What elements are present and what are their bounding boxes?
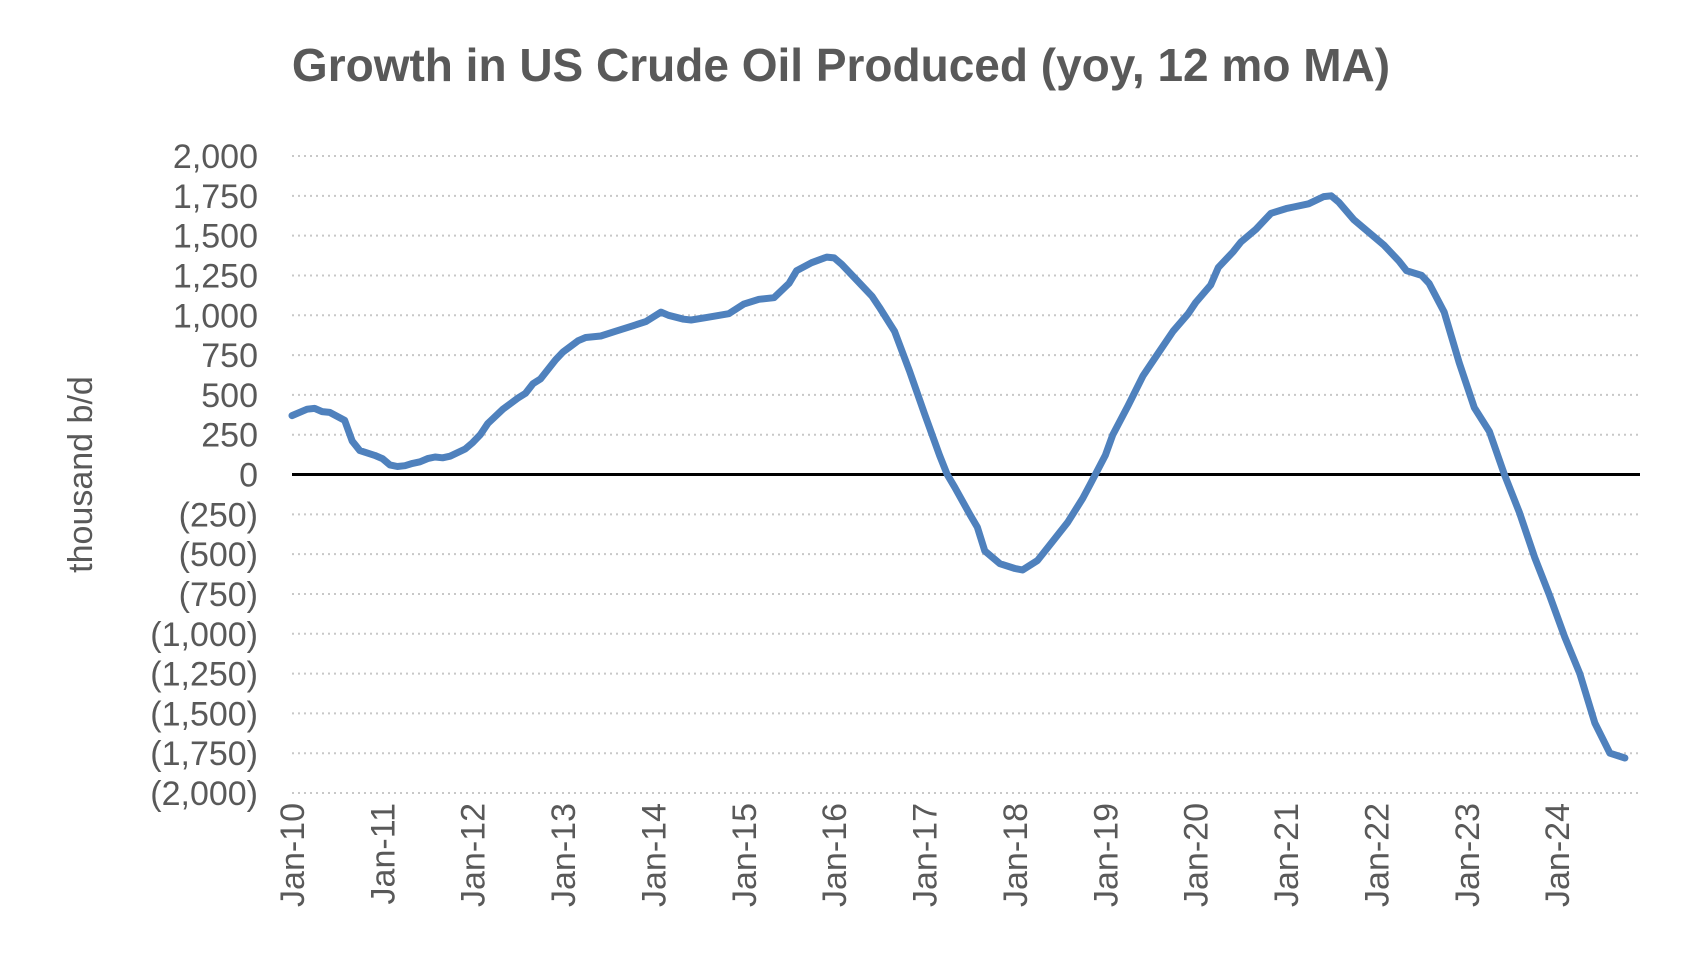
y-tick-label: (250)	[179, 496, 258, 534]
x-tick-label: Jan-10	[274, 803, 312, 907]
y-tick-label: 1,000	[173, 297, 258, 335]
y-tick-label: 1,500	[173, 218, 258, 256]
x-tick-label: Jan-23	[1449, 803, 1487, 907]
y-tick-label: (1,500)	[150, 695, 258, 733]
x-tick-label: Jan-15	[726, 803, 764, 907]
x-tick-label: Jan-20	[1178, 803, 1216, 907]
y-tick-label: 500	[201, 377, 258, 415]
x-tick-label: Jan-12	[455, 803, 493, 907]
x-tick-label: Jan-13	[545, 803, 583, 907]
y-axis-title: thousand b/d	[62, 376, 100, 573]
x-tick-label: Jan-17	[907, 803, 945, 907]
x-axis-tick-labels: Jan-10 Jan-11 Jan-12 Jan-13 Jan-14 Jan-15 Jan-…	[274, 803, 1577, 907]
y-tick-label: (750)	[179, 576, 258, 614]
y-tick-label: 250	[201, 417, 258, 455]
x-tick-label: Jan-16	[816, 803, 854, 907]
x-tick-label: Jan-21	[1268, 803, 1306, 907]
x-tick-label: Jan-18	[997, 803, 1035, 907]
x-tick-label: Jan-14	[635, 803, 673, 907]
x-tick-label: Jan-19	[1087, 803, 1125, 907]
x-tick-label: Jan-11	[364, 803, 402, 904]
chart-title: Growth in US Crude Oil Produced (yoy, 12…	[291, 39, 1391, 91]
y-tick-label: (500)	[179, 536, 258, 574]
y-tick-label: (1,000)	[150, 616, 258, 654]
y-tick-label: (1,250)	[150, 656, 258, 694]
y-tick-label: 2,000	[173, 138, 258, 176]
y-tick-label: 750	[201, 337, 258, 375]
x-tick-label: Jan-22	[1358, 803, 1396, 907]
y-tick-label: (2,000)	[150, 775, 258, 813]
y-tick-label: (1,750)	[150, 735, 258, 773]
y-tick-label: 1,750	[173, 178, 258, 216]
y-tick-label: 1,250	[173, 257, 258, 295]
series-line	[288, 192, 1629, 762]
y-axis-tick-labels: 2,0001,7501,5001,2501,0007505002500(250)…	[150, 138, 258, 813]
y-tick-label: 0	[239, 457, 258, 495]
x-tick-label: Jan-24	[1539, 803, 1577, 907]
